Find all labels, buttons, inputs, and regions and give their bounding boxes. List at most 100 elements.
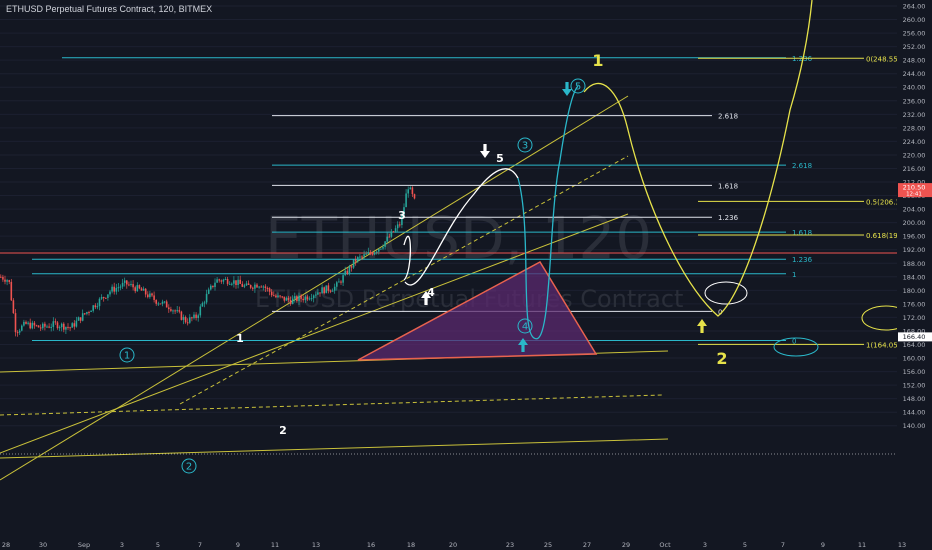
candle xyxy=(163,301,166,303)
wave-label: 2 xyxy=(186,462,192,473)
candle xyxy=(380,248,382,250)
candle xyxy=(14,313,17,333)
projection-white-curve xyxy=(403,235,412,281)
candle xyxy=(178,310,181,312)
candle xyxy=(168,307,170,310)
x-tick-label: 3 xyxy=(120,541,124,549)
price-axis: 264.00 260.00 256.00 252.00 248.00 244.00 240.… xyxy=(897,0,932,550)
candle xyxy=(39,327,42,329)
x-tick-label: 9 xyxy=(236,541,240,549)
y-tick-label: 200.00 xyxy=(903,219,926,227)
candle xyxy=(105,297,107,299)
candle xyxy=(403,207,405,216)
channel-line xyxy=(0,95,629,481)
candle xyxy=(390,231,393,237)
wave-labels: 1 2 3 4 5 1 2 3 4 5 1 2 xyxy=(119,51,728,474)
candle xyxy=(365,253,367,255)
candle xyxy=(245,283,248,286)
candle xyxy=(296,296,298,302)
price-tag-time: 12:41 xyxy=(906,192,922,198)
candle xyxy=(214,282,216,288)
wave-circle xyxy=(517,318,533,334)
candle xyxy=(315,294,317,296)
y-tick-label: 164.00 xyxy=(903,341,926,349)
x-tick-label: 5 xyxy=(743,541,747,549)
candle xyxy=(92,305,94,311)
projection-teal-curve xyxy=(517,85,579,340)
candle xyxy=(21,325,23,331)
candle xyxy=(287,297,290,300)
candle xyxy=(157,303,160,305)
candle xyxy=(155,299,157,304)
candle xyxy=(113,286,115,292)
candle xyxy=(18,330,21,333)
x-tick-label: 11 xyxy=(271,541,279,549)
candle xyxy=(33,322,36,326)
candle xyxy=(126,280,128,285)
fib-yellow-label: 0.618(196.35) xyxy=(866,232,916,240)
candle xyxy=(216,279,218,283)
candle xyxy=(413,194,416,199)
candle xyxy=(6,280,8,282)
candle xyxy=(237,279,239,286)
candle xyxy=(184,317,187,323)
candle xyxy=(29,322,31,329)
candle xyxy=(42,323,44,329)
candle xyxy=(189,317,191,323)
candle xyxy=(378,248,380,252)
candle xyxy=(147,294,149,298)
candle xyxy=(304,296,307,301)
arrow-up-icon xyxy=(518,338,528,352)
candle xyxy=(170,309,172,311)
wave-circle xyxy=(119,347,135,363)
candle xyxy=(363,254,365,257)
candle xyxy=(247,283,250,285)
candle xyxy=(396,224,399,229)
candle xyxy=(165,301,168,308)
candle xyxy=(264,286,267,289)
candle xyxy=(382,246,384,249)
candle xyxy=(212,285,214,288)
candle xyxy=(119,286,122,288)
candle xyxy=(123,280,126,283)
channel-line xyxy=(0,438,669,459)
candle xyxy=(260,286,262,288)
y-tick-label: 224.00 xyxy=(903,138,926,146)
candle xyxy=(37,325,40,328)
candle xyxy=(392,231,395,233)
wave-label: 2 xyxy=(279,424,287,437)
candle xyxy=(81,313,84,321)
candle xyxy=(12,300,15,314)
time-axis-panel xyxy=(0,538,932,550)
candle xyxy=(283,296,286,301)
candle xyxy=(180,311,183,320)
y-tick-label: 148.00 xyxy=(903,395,926,403)
fib-teal-label: 1.618 xyxy=(792,229,812,237)
wave-label: 4 xyxy=(427,286,435,299)
wave-label: 5 xyxy=(496,152,504,165)
candle xyxy=(115,287,118,292)
wave-label: 5 xyxy=(575,82,581,93)
wave-label: 3 xyxy=(398,209,406,222)
triangle-pattern xyxy=(357,261,598,361)
candle xyxy=(233,280,235,284)
candle xyxy=(100,297,103,299)
candle xyxy=(52,321,55,327)
candle xyxy=(241,283,244,287)
candle xyxy=(193,314,195,319)
x-tick-label: 23 xyxy=(506,541,514,549)
candle xyxy=(159,303,162,305)
candle xyxy=(4,279,6,282)
candle xyxy=(258,286,260,288)
fib-teal-label: 1.236 xyxy=(792,256,813,264)
y-tick-label: 144.00 xyxy=(903,409,926,417)
candle xyxy=(71,323,73,328)
y-tick-label: 216.00 xyxy=(903,165,926,173)
channel-line xyxy=(0,213,629,454)
candle xyxy=(371,253,374,255)
fib-teal-label: 2.618 xyxy=(792,162,812,170)
x-tick-label: 18 xyxy=(407,541,415,549)
candle xyxy=(98,298,101,307)
x-tick-label: 11 xyxy=(858,541,866,549)
